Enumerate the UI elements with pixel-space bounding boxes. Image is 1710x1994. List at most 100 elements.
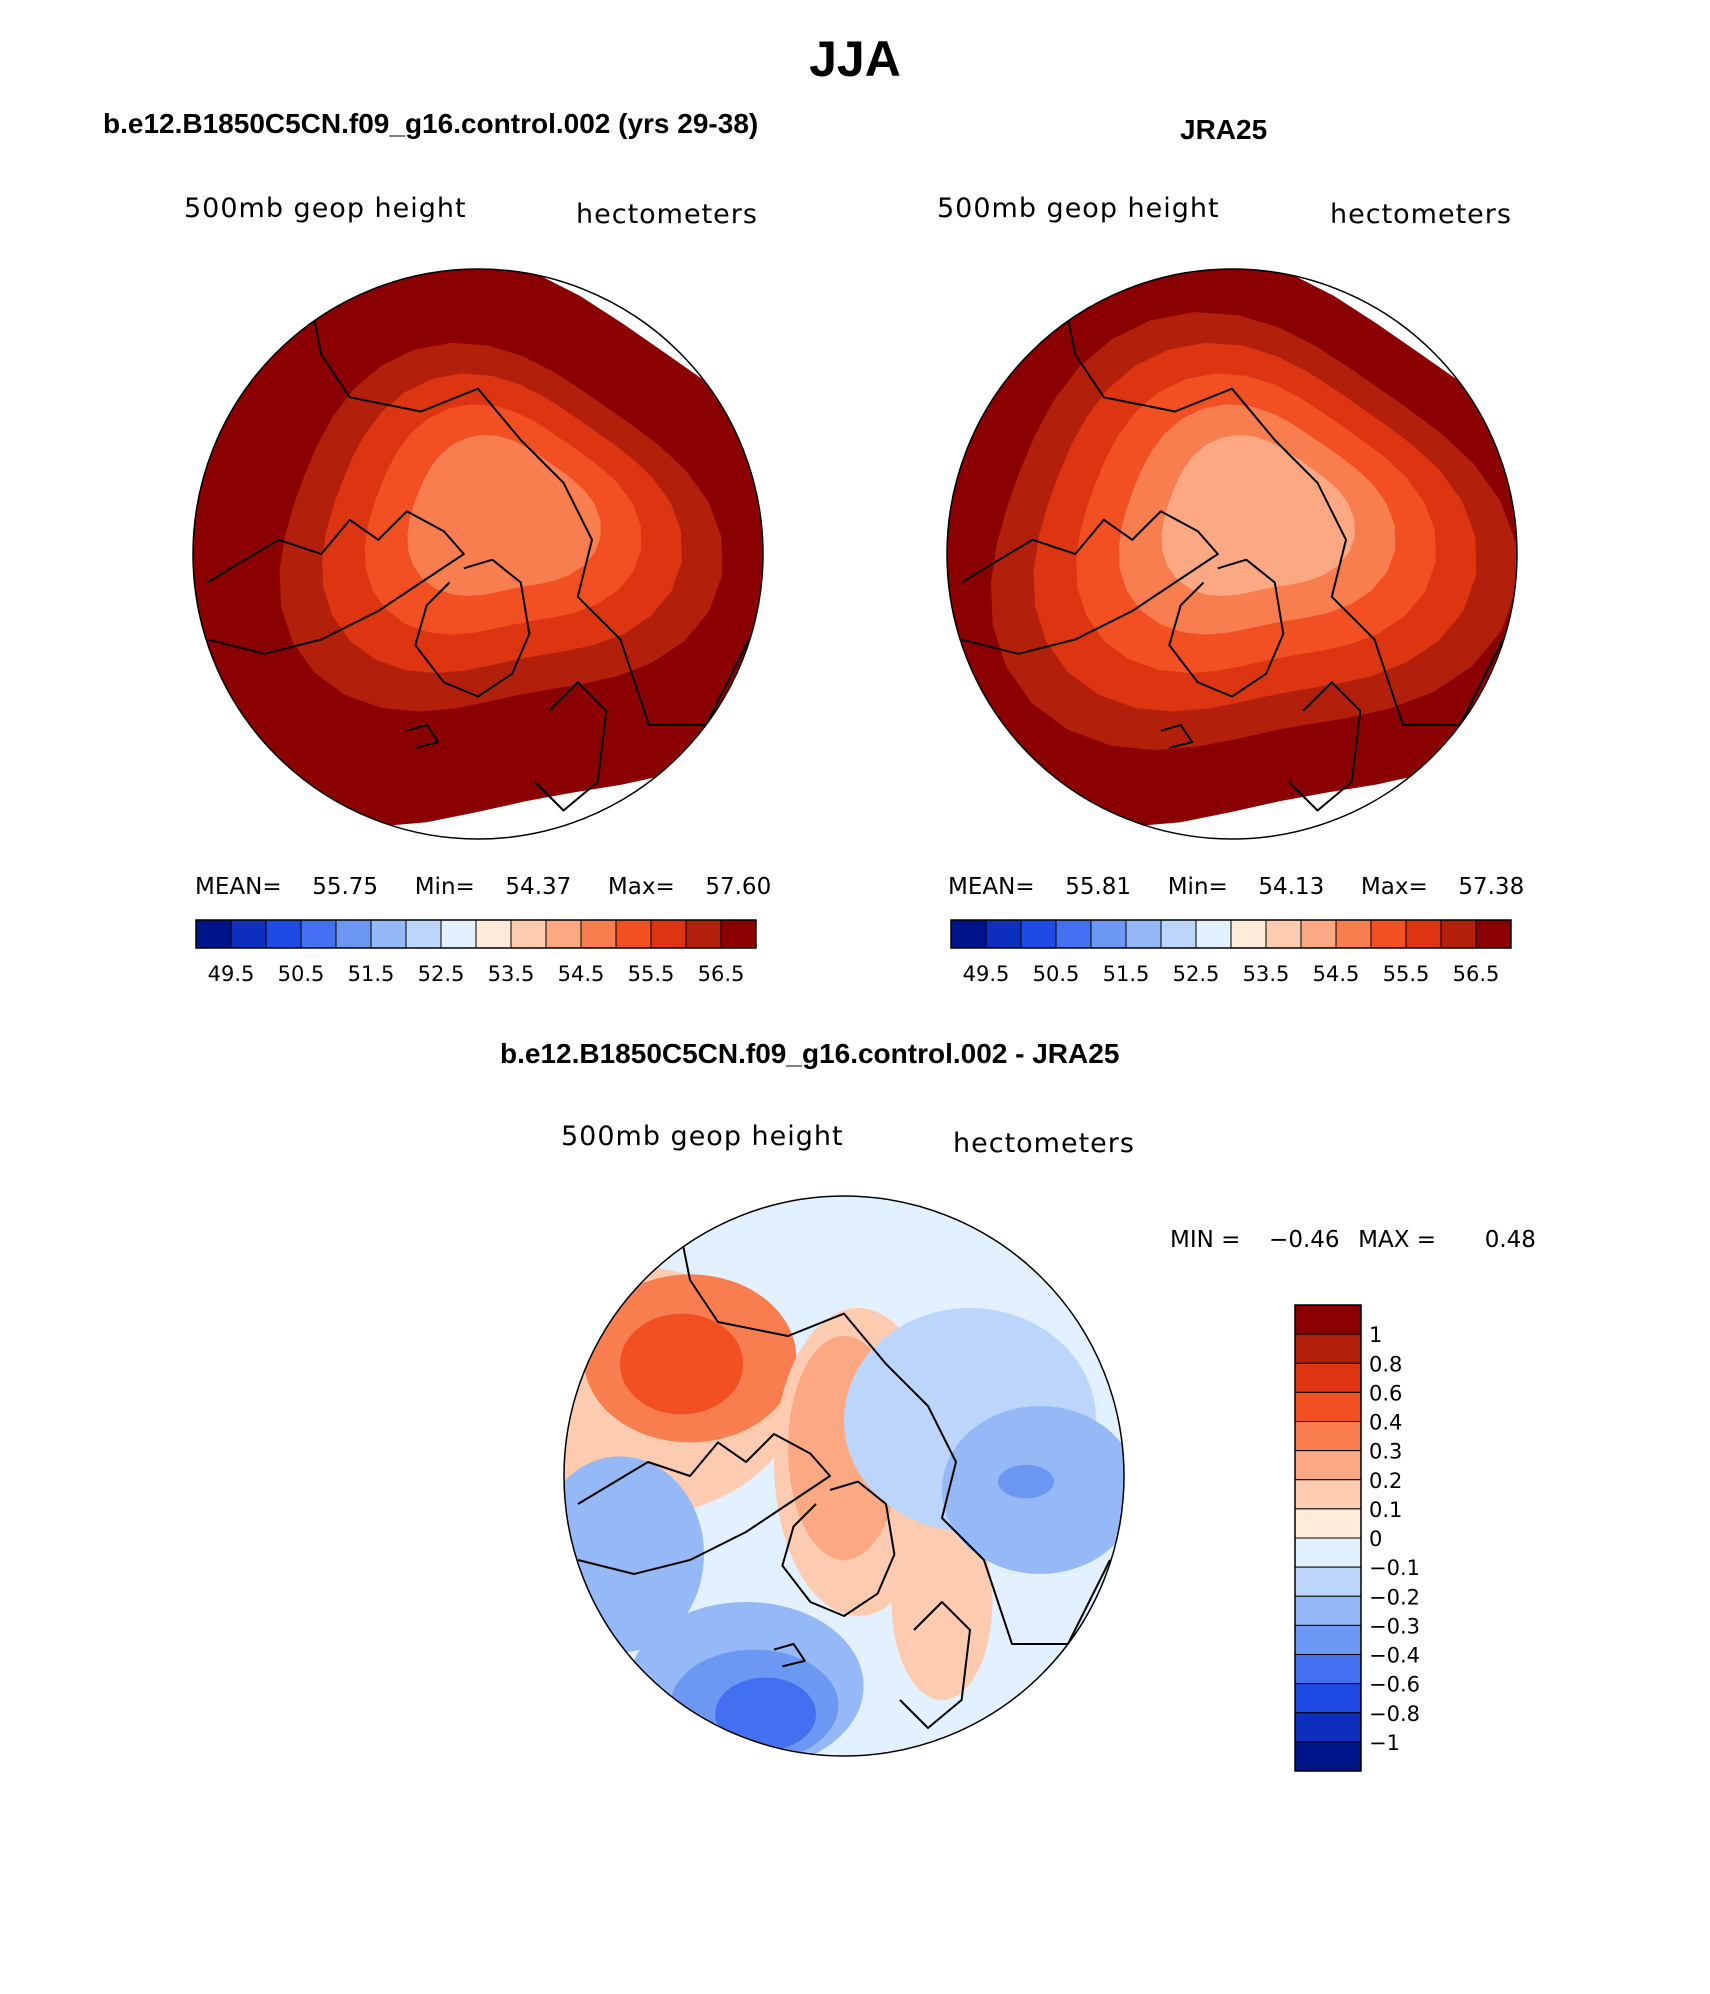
coastline [1168,558,1285,698]
panel3-colorbar-label: −0.3 [1369,1614,1420,1638]
panel1-colorbar-label: 52.5 [418,962,465,986]
panel1-colorbar-box [370,919,407,949]
panel1-colorbar-label: 55.5 [628,962,675,986]
coastline [306,283,750,726]
panel3-colorbar-box [1294,1304,1362,1335]
panel1-colorbar-box [195,919,232,949]
coastline [414,558,531,698]
panel3-colorbar-box [1294,1450,1362,1481]
panel2-colorbar-box [1055,919,1092,949]
panel3-min-label: MIN = [1170,1227,1241,1253]
panel3-colorbar-label: −1 [1369,1731,1400,1755]
panel1-colorbar-box [230,919,267,949]
panel3-colorbar-box [1294,1683,1362,1714]
panel3-max-label: MAX = [1358,1227,1437,1253]
panel2-min-label: Min= [1167,874,1228,900]
panel1-colorbar-box [335,919,372,949]
panel1-colorbar-label: 51.5 [348,962,395,986]
coastline [781,1480,896,1617]
panel1-mean-value: 55.75 [312,874,379,900]
panel2-colorbar-label: 55.5 [1383,962,1430,986]
panel1-colorbar-box [440,919,477,949]
panel3-colorbar-box [1294,1741,1362,1772]
panel2-units-label: hectometers [1330,199,1512,230]
panel1-colorbar-box [300,919,337,949]
panel3-colorbar-label: 0.3 [1369,1440,1402,1464]
coastline [899,1601,971,1729]
contour-band [715,1677,816,1751]
panel2-colorbar-box [1300,919,1337,949]
contour-band [407,434,601,596]
panel3-colorbar-box [1294,1362,1362,1393]
panel3-colorbar-label: 0.2 [1369,1469,1402,1493]
panel3-colorbar-box [1294,1566,1362,1597]
panel3-colorbar-label: −0.4 [1369,1644,1420,1668]
panel1-colorbar-box [265,919,302,949]
contour-band [998,1464,1054,1499]
panel1-colorbar-box [405,919,442,949]
panel1-colorbar-box [650,919,687,949]
panel3-colorbar-label: 0 [1369,1527,1382,1551]
contour-band [620,1313,744,1415]
panel3-colorbar-label: 0.6 [1369,1381,1402,1405]
panel1-colorbar-box [510,919,547,949]
panel3-colorbar-frame [1294,1304,1362,1772]
panel1-colorbar-box [475,919,512,949]
panel3-colorbar-label: 0.4 [1369,1411,1402,1435]
panel2-colorbar-label: 53.5 [1243,962,1290,986]
coastline [773,1643,806,1668]
panel2-colorbar-box [1160,919,1197,949]
panel2-colorbar-box [1475,919,1512,949]
panel3-colorbar-box [1294,1595,1362,1626]
coastline [577,1433,831,1575]
panel1-colorbar-label: 54.5 [558,962,605,986]
panel2-colorbar-box [1125,919,1162,949]
coastline [1160,724,1194,749]
panel2-colorbar-box [1440,919,1477,949]
panel2-colorbar-label: 52.5 [1173,962,1220,986]
panel1-colorbar-box [685,919,722,949]
panel1-colorbar-label: 53.5 [488,962,535,986]
panel2-colorbar-box [985,919,1022,949]
panel1-colorbar-label: 56.5 [698,962,745,986]
panel2-variable-label: 500mb geop height [937,193,1220,224]
panel2-map [947,269,1517,828]
panel1-min-value: 54.37 [505,874,572,900]
panel3-title: b.e12.B1850C5CN.f09_g16.control.002 - JR… [500,1038,1120,1069]
panel2-colorbar-box [1090,919,1127,949]
panel2-mean-label: MEAN= [948,874,1035,900]
panel3-variable-label: 500mb geop height [561,1121,844,1152]
panel2-map-border [946,268,1518,840]
panel3-colorbar-label: −0.1 [1369,1556,1420,1580]
panel1-stats: MEAN= 55.75 Min= 54.37 Max= 57.60 [195,874,771,900]
contour-band [1161,434,1355,596]
panel3-colorbar-label: −0.2 [1369,1585,1420,1609]
panel2-colorbar-box [1230,919,1267,949]
panel1-map [193,269,763,828]
panel2-title: JRA25 [1180,114,1268,145]
panel1-title: b.e12.B1850C5CN.f09_g16.control.002 (yrs… [103,108,759,139]
panel2-mean-value: 55.81 [1065,874,1132,900]
panel1-colorbar-label: 50.5 [278,962,325,986]
panel1-min-label: Min= [414,874,475,900]
panel3-min-value: −0.46 [1269,1227,1340,1253]
panel1-colorbar-box [580,919,617,949]
panel3-colorbar-box [1294,1537,1362,1568]
panel3-colorbar-box [1294,1391,1362,1423]
panel1-variable-label: 500mb geop height [184,193,467,224]
panel1-colorbar-box [615,919,652,949]
panel3-stats: MIN = −0.46 MAX = 0.48 [1170,1227,1536,1253]
panel2-colorbar-label: 50.5 [1033,962,1080,986]
coastline [1060,283,1504,726]
panel2-colorbar-box [1370,919,1407,949]
panel2-colorbar-label: 49.5 [963,962,1010,986]
panel3-colorbar-label: 0.8 [1369,1352,1402,1376]
panel3-colorbar-box [1294,1654,1362,1685]
panel1-colorbar-label: 49.5 [208,962,255,986]
panel1-colorbar-box [545,919,582,949]
panel3-colorbar-box [1294,1624,1362,1656]
panel3-colorbar-label: 0.1 [1369,1498,1402,1522]
panel2-colorbar-box [1195,919,1232,949]
panel3-max-value: 0.48 [1484,1227,1536,1253]
